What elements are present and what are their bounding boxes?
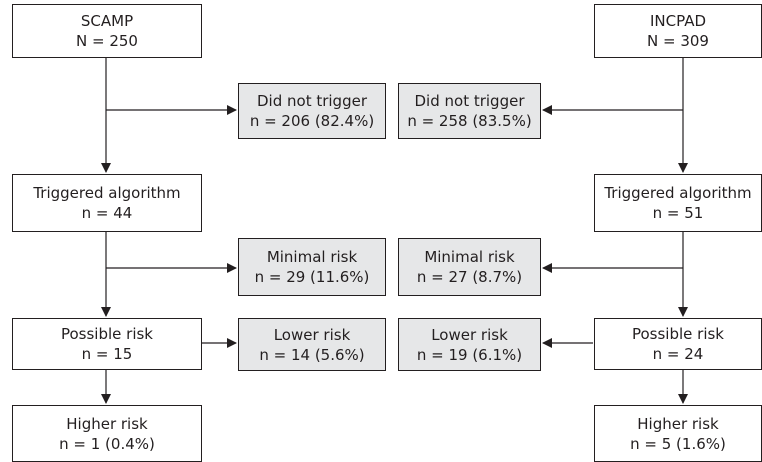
scamp-triggered-count: n = 44 bbox=[82, 203, 133, 223]
scamp-minimal-risk-box: Minimal risk n = 29 (11.6%) bbox=[238, 238, 386, 296]
incpad-lower-risk-box: Lower risk n = 19 (6.1%) bbox=[398, 318, 541, 371]
incpad-did-not-trigger-title: Did not trigger bbox=[415, 91, 525, 111]
incpad-minimal-risk-count: n = 27 (8.7%) bbox=[417, 267, 522, 287]
incpad-possible-risk-title: Possible risk bbox=[632, 324, 724, 344]
scamp-possible-risk-count: n = 15 bbox=[82, 344, 133, 364]
scamp-higher-risk-box: Higher risk n = 1 (0.4%) bbox=[12, 405, 202, 462]
scamp-did-not-trigger-box: Did not trigger n = 206 (82.4%) bbox=[238, 83, 386, 139]
incpad-start-title: INCPAD bbox=[650, 11, 706, 31]
incpad-lower-risk-title: Lower risk bbox=[431, 325, 508, 345]
scamp-possible-risk-box: Possible risk n = 15 bbox=[12, 318, 202, 370]
scamp-possible-risk-title: Possible risk bbox=[61, 324, 153, 344]
incpad-lower-risk-count: n = 19 (6.1%) bbox=[417, 345, 522, 365]
incpad-start-count: N = 309 bbox=[647, 31, 709, 51]
incpad-higher-risk-title: Higher risk bbox=[637, 414, 718, 434]
scamp-triggered-title: Triggered algorithm bbox=[33, 183, 180, 203]
scamp-start-title: SCAMP bbox=[81, 11, 133, 31]
scamp-lower-risk-box: Lower risk n = 14 (5.6%) bbox=[238, 318, 386, 371]
scamp-higher-risk-title: Higher risk bbox=[66, 414, 147, 434]
incpad-triggered-box: Triggered algorithm n = 51 bbox=[594, 174, 762, 232]
incpad-minimal-risk-box: Minimal risk n = 27 (8.7%) bbox=[398, 238, 541, 296]
scamp-lower-risk-count: n = 14 (5.6%) bbox=[259, 345, 364, 365]
incpad-triggered-title: Triggered algorithm bbox=[604, 183, 751, 203]
scamp-did-not-trigger-count: n = 206 (82.4%) bbox=[250, 111, 374, 131]
incpad-minimal-risk-title: Minimal risk bbox=[424, 247, 514, 267]
scamp-triggered-box: Triggered algorithm n = 44 bbox=[12, 174, 202, 232]
incpad-higher-risk-count: n = 5 (1.6%) bbox=[630, 434, 726, 454]
incpad-did-not-trigger-box: Did not trigger n = 258 (83.5%) bbox=[398, 83, 541, 139]
scamp-higher-risk-count: n = 1 (0.4%) bbox=[59, 434, 155, 454]
scamp-start-box: SCAMP N = 250 bbox=[12, 4, 202, 58]
incpad-triggered-count: n = 51 bbox=[653, 203, 704, 223]
incpad-possible-risk-count: n = 24 bbox=[653, 344, 704, 364]
scamp-minimal-risk-count: n = 29 (11.6%) bbox=[255, 267, 370, 287]
incpad-possible-risk-box: Possible risk n = 24 bbox=[594, 318, 762, 370]
scamp-minimal-risk-title: Minimal risk bbox=[267, 247, 357, 267]
incpad-did-not-trigger-count: n = 258 (83.5%) bbox=[407, 111, 531, 131]
scamp-lower-risk-title: Lower risk bbox=[274, 325, 351, 345]
incpad-higher-risk-box: Higher risk n = 5 (1.6%) bbox=[594, 405, 762, 462]
scamp-did-not-trigger-title: Did not trigger bbox=[257, 91, 367, 111]
scamp-start-count: N = 250 bbox=[76, 31, 138, 51]
incpad-start-box: INCPAD N = 309 bbox=[594, 4, 762, 58]
